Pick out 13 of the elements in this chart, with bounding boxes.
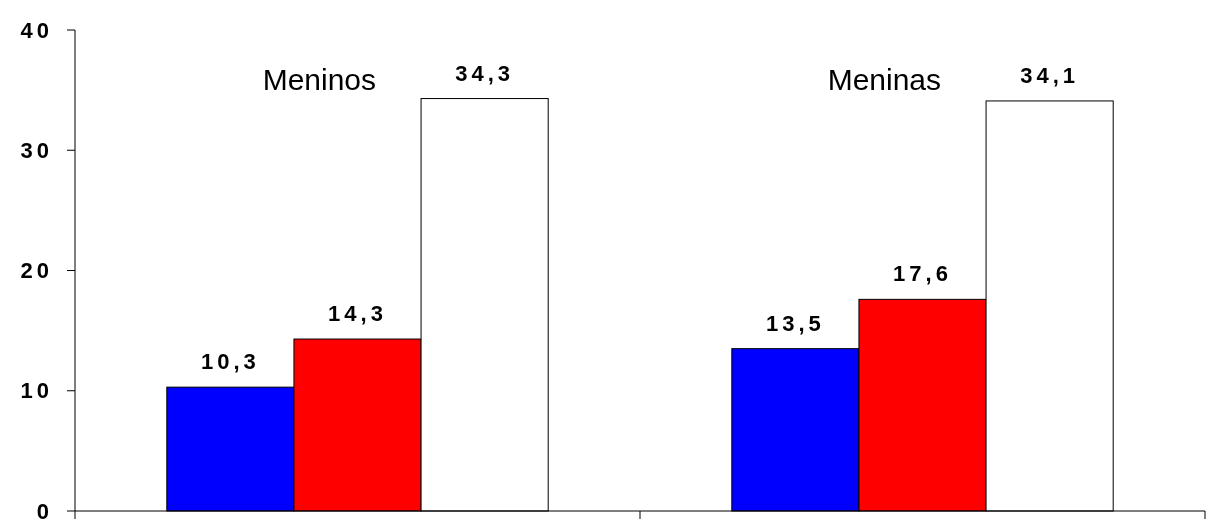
data-label: 13,5 [765,310,825,336]
y-tick-label: 20 [20,258,53,284]
y-tick-label: 40 [20,17,53,43]
data-label: 10,3 [200,349,260,375]
data-label: 17,6 [893,261,952,287]
y-tick-label: 10 [20,378,53,404]
x-tick-label: Meninos [262,63,377,96]
data-label: 34,3 [455,60,515,86]
y-tick-label: 0 [36,498,53,520]
data-label: 14,3 [328,301,387,327]
data-label: 34,1 [1020,62,1080,88]
y-tick-label: 30 [20,137,53,163]
x-tick-label: Meninas [827,63,942,96]
